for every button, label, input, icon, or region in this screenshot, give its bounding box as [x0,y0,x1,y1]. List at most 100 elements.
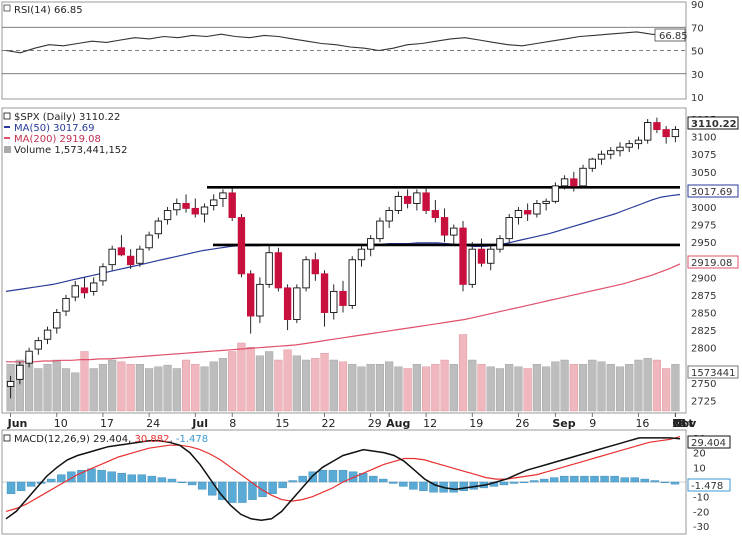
x-tick-label: 17 [100,417,114,430]
macd-hist-bar [570,475,579,483]
price-tick-3075: 3075 [691,150,716,161]
volume-bar [283,349,292,412]
volume-bar [615,366,625,412]
candle-body [16,364,24,380]
x-tick-label: 19 [469,417,483,430]
price-tick-2725: 2725 [691,396,716,407]
price-panel: 2725275028002825285028752900292529502975… [1,107,739,414]
rsi-tick-90: 90 [691,0,704,11]
spx-legend-swatch [3,112,11,120]
candle-body [588,158,596,169]
volume-bar [606,364,615,412]
candle-body [487,248,495,264]
macd-hist-bar [348,471,358,483]
rsi-legend-swatch [3,4,11,12]
candle-body [514,210,523,218]
rsi-tick-10: 10 [691,93,704,104]
volume-bar [126,364,135,412]
macd-hist-bar [278,481,287,489]
ma50-legend: MA(50) 3017.69 [14,123,95,134]
macd-legend-signal: 30.882 [135,434,170,445]
candle-body [662,129,670,138]
ma50-last-box [687,184,739,198]
macd-hist-bar [600,475,609,483]
macd-legend-name: MACD(12,26,9) [14,434,90,445]
volume-bar [542,366,551,412]
x-tick-label: 22 [322,417,336,430]
macd-hist-bar [218,481,227,500]
price-tick-2900: 2900 [691,273,716,284]
x-tick-label: 9 [589,417,596,430]
volume-bar [71,372,80,412]
candle-body [293,287,301,320]
macd-legend-swatch [3,434,11,442]
volume-bar [320,353,329,412]
volume-bar [514,366,523,412]
x-axis: Jun 10 17 24 Jul 8 15 22 29 Aug 12 19 26 Sep 9 16 23Oct7… [7,413,697,430]
macd-hist-bar [610,475,619,483]
volume-bar [15,359,24,412]
macd-hist-bar [459,481,468,492]
macd-tick--30: -30 [693,522,709,533]
macd-hist-bar [97,470,106,483]
volume-bar [209,361,218,412]
rsi-tick-50: 50 [691,47,704,58]
x-tick-label: Nov [672,417,697,430]
ma200-legend: MA(200) 2919.08 [14,134,101,145]
macd-hist-bar [157,477,167,483]
macd-tick-10: 10 [693,463,706,474]
volume-bar [412,364,421,412]
macd-hist-bar [660,481,670,484]
support-resistance-lines [207,185,680,247]
price-tick-2950: 2950 [691,238,716,249]
price-tick-3100: 3100 [691,133,716,144]
candle-body [302,259,310,289]
volume-bar [52,359,61,412]
macd-hist-bar [550,477,559,483]
rsi-last-value-box [654,28,686,42]
macd-hist-bar [238,481,247,503]
macd-hist-bar [207,481,217,496]
volume-bars [6,334,680,412]
volume-bar [301,359,311,412]
candle-body [117,247,126,256]
price-tick-2750: 2750 [691,379,716,390]
macd-last-label: 29.404 [691,438,726,449]
rsi-last-value: 66.85 [659,31,688,42]
volume-bar [551,361,560,412]
price-tick-2850: 2850 [691,309,716,320]
candle-body [376,220,384,240]
volume-bar [505,364,514,412]
volume-bar [449,364,458,412]
volume-bar [292,355,301,412]
volume-bar [532,364,541,412]
volume-bar [385,361,394,412]
macd-hist-bar [308,471,318,483]
candle-body [108,248,116,266]
volume-bar [117,361,126,412]
candle-body [62,297,70,312]
volume-bar [560,359,569,412]
volume-bar [634,359,643,412]
volume-bar [154,366,163,412]
x-tick-label: 12 [423,417,437,430]
candle-body [136,248,144,264]
candle-body [403,195,412,204]
candle-body [357,248,366,261]
candle-body [579,167,587,187]
macd-hist-bar [670,481,680,485]
price-last-label: 3110.22 [691,119,737,130]
macd-hist-bar [228,481,237,503]
macd-hist-bar [590,475,599,483]
macd-panel: -30-20-100102030 29.404 -1.478 MACD(12,2… [1,429,731,535]
candle-body [348,259,356,306]
price-tick-3000: 3000 [691,203,716,214]
volume-bar [145,368,154,412]
rsi-line [5,30,681,54]
volume-bar [200,366,209,412]
macd-hist-bar [167,478,177,483]
macd-hist-bar [268,481,277,494]
x-tick-label: 11 [672,417,686,430]
macd-hist-bar [389,481,398,484]
candle-body [523,210,532,215]
